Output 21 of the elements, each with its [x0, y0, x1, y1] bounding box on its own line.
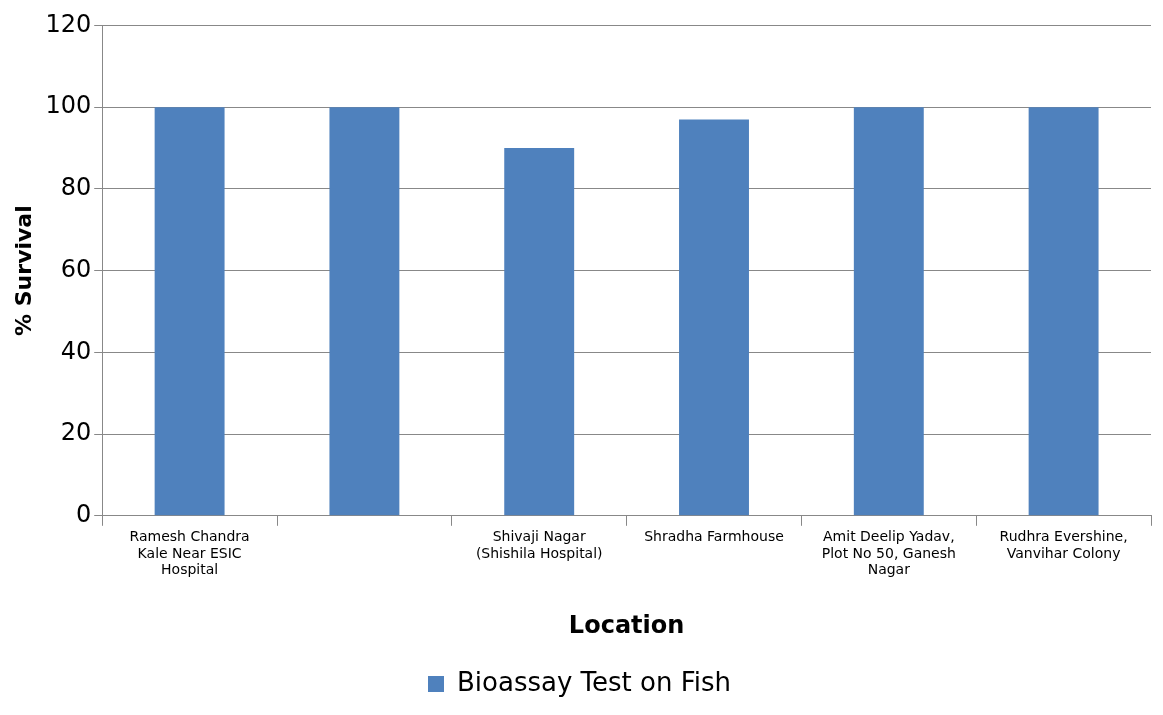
x-axis-title: Location [568, 610, 685, 639]
x-tick-label: Ramesh Chandra Kale Near ESIC Hospital [129, 527, 250, 578]
y-tick-label: 100 [45, 91, 92, 120]
y-tick-label: 40 [60, 336, 92, 365]
y-tick-label: 120 [45, 9, 92, 38]
bar [679, 119, 749, 516]
legend-label: Bioassay Test on Fish [457, 666, 732, 697]
y-tick-label: 0 [75, 500, 92, 529]
bar [329, 107, 400, 516]
bar [853, 107, 924, 516]
x-tick-label: Shivaji Nagar (Shishila Hospital) [475, 527, 603, 561]
x-tick-label: Rudhra Evershine, Vanvihar Colony [999, 527, 1128, 561]
y-tick-label: 80 [60, 173, 92, 202]
bar [504, 148, 575, 516]
x-tick-label: Shradha Farmhouse [644, 527, 784, 544]
bar [154, 107, 225, 516]
x-tick-label: Amit Deelip Yadav, Plot No 50, Ganesh Nagar [821, 527, 956, 578]
y-axis-title: % Survival [10, 205, 36, 336]
y-tick-label: 20 [60, 418, 92, 447]
y-tick-label: 60 [60, 254, 92, 283]
bar [1028, 107, 1099, 516]
